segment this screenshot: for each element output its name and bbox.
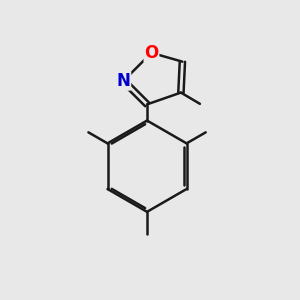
Text: O: O bbox=[144, 44, 159, 62]
Text: N: N bbox=[117, 72, 130, 90]
